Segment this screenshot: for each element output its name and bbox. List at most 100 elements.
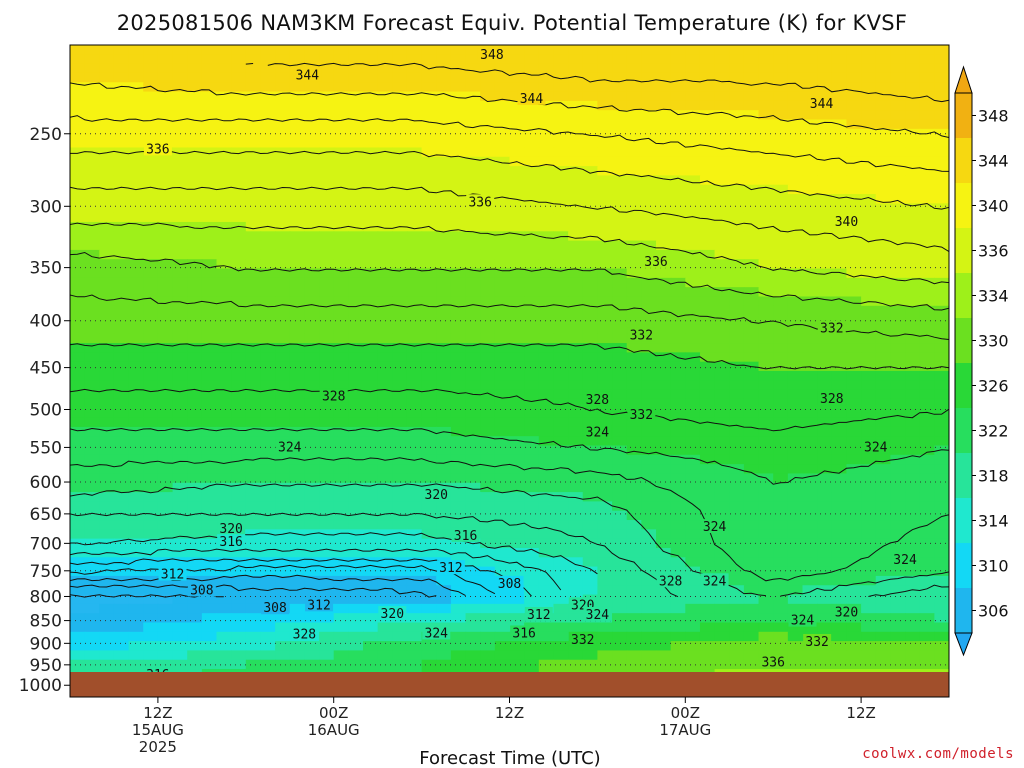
heat-cell: [729, 156, 745, 167]
heat-cell: [612, 287, 628, 298]
heat-cell: [143, 352, 159, 363]
heat-cell: [348, 249, 364, 260]
heat-cell: [333, 343, 349, 353]
heat-cell: [538, 54, 555, 65]
heat-cell: [699, 333, 716, 344]
heat-cell: [157, 473, 174, 484]
heat-cell: [919, 482, 935, 493]
colorbar-tick-label: 330: [978, 332, 1009, 351]
heat-cell: [905, 166, 921, 176]
heat-cell: [773, 305, 789, 316]
heat-cell: [128, 361, 144, 372]
heat-cell: [553, 575, 569, 586]
heat-cell: [319, 305, 335, 316]
contour-label: 332: [803, 634, 832, 650]
heat-cell: [99, 259, 115, 270]
heat-cell: [421, 277, 437, 288]
heat-cell: [538, 343, 555, 353]
heat-cell: [919, 45, 935, 55]
heat-cell: [304, 175, 320, 186]
heat-cell: [421, 547, 437, 558]
heat-cell: [699, 566, 716, 577]
heat-cell: [831, 91, 848, 102]
heat-cell: [172, 454, 188, 465]
heat-cell: [216, 575, 232, 586]
x-tick-label: 12Z: [143, 704, 172, 722]
heat-cell: [480, 641, 496, 652]
colorbar-tick-label: 306: [978, 602, 1009, 621]
heat-cell: [743, 45, 760, 55]
heat-cell: [773, 426, 789, 437]
heat-cell: [905, 669, 921, 672]
heat-cell: [99, 566, 115, 577]
heat-cell: [231, 575, 247, 586]
heat-cell: [172, 194, 188, 204]
heat-cell: [450, 538, 467, 549]
heat-cell: [787, 268, 804, 279]
heat-cell: [714, 603, 730, 614]
heat-cell: [787, 315, 804, 326]
heat-cell: [758, 594, 774, 605]
heat-cell: [802, 510, 818, 521]
heat-cell: [201, 641, 218, 652]
heat-cell: [787, 594, 804, 605]
heat-cell: [612, 669, 628, 672]
heat-cell: [450, 473, 467, 484]
heat-cell: [275, 538, 291, 549]
heat-cell: [128, 631, 144, 642]
heat-cell: [890, 454, 906, 465]
heat-cell: [450, 575, 467, 586]
heat-cell: [494, 333, 511, 344]
heat-cell: [319, 641, 335, 652]
heat-cell: [392, 231, 408, 242]
heat-cell: [685, 221, 701, 232]
heat-cell: [568, 221, 584, 232]
heat-cell: [729, 408, 745, 419]
heat-cell: [231, 436, 247, 447]
heat-cell: [231, 175, 247, 186]
heat-cell: [245, 184, 262, 195]
heat-cell: [363, 249, 379, 260]
heat-cell: [524, 650, 540, 661]
heat-cell: [304, 417, 320, 428]
heat-cell: [875, 184, 891, 195]
heat-cell: [509, 594, 525, 605]
heat-cell: [304, 361, 320, 372]
heat-cell: [729, 650, 745, 661]
contour-label-text: 324: [791, 614, 815, 629]
contour-label-bg: [524, 606, 553, 621]
heat-cell: [875, 492, 891, 502]
heat-cell: [538, 305, 555, 316]
heat-cell: [260, 650, 276, 661]
heat-cell: [773, 166, 789, 176]
y-tick-label: 750: [30, 562, 62, 582]
heat-cell: [831, 296, 848, 307]
heat-cell: [319, 343, 335, 353]
heat-cell: [773, 333, 789, 344]
heat-cell: [890, 426, 906, 437]
heat-cell: [128, 277, 144, 288]
heat-cell: [99, 622, 115, 633]
heat-cell: [553, 380, 569, 391]
heat-cell: [626, 594, 642, 605]
heat-cell: [553, 659, 569, 670]
heat-cell: [919, 417, 935, 428]
heat-cell: [377, 82, 393, 93]
heat-cell: [421, 333, 437, 344]
heat-cell: [319, 492, 335, 502]
heat-cell: [494, 296, 511, 307]
heat-cell: [538, 203, 555, 214]
heat-cell: [743, 538, 760, 549]
heat-cell: [333, 100, 349, 111]
heat-cell: [480, 128, 496, 139]
heat-cell: [377, 380, 393, 391]
heat-cell: [641, 520, 657, 530]
heat-cell: [787, 398, 804, 409]
heat-cell: [260, 538, 276, 549]
heat-cell: [113, 603, 130, 614]
heat-cell: [641, 54, 657, 65]
heat-cell: [172, 63, 188, 74]
heat-cell: [597, 529, 613, 540]
heat-cell: [714, 54, 730, 65]
heat-cell: [846, 417, 862, 428]
